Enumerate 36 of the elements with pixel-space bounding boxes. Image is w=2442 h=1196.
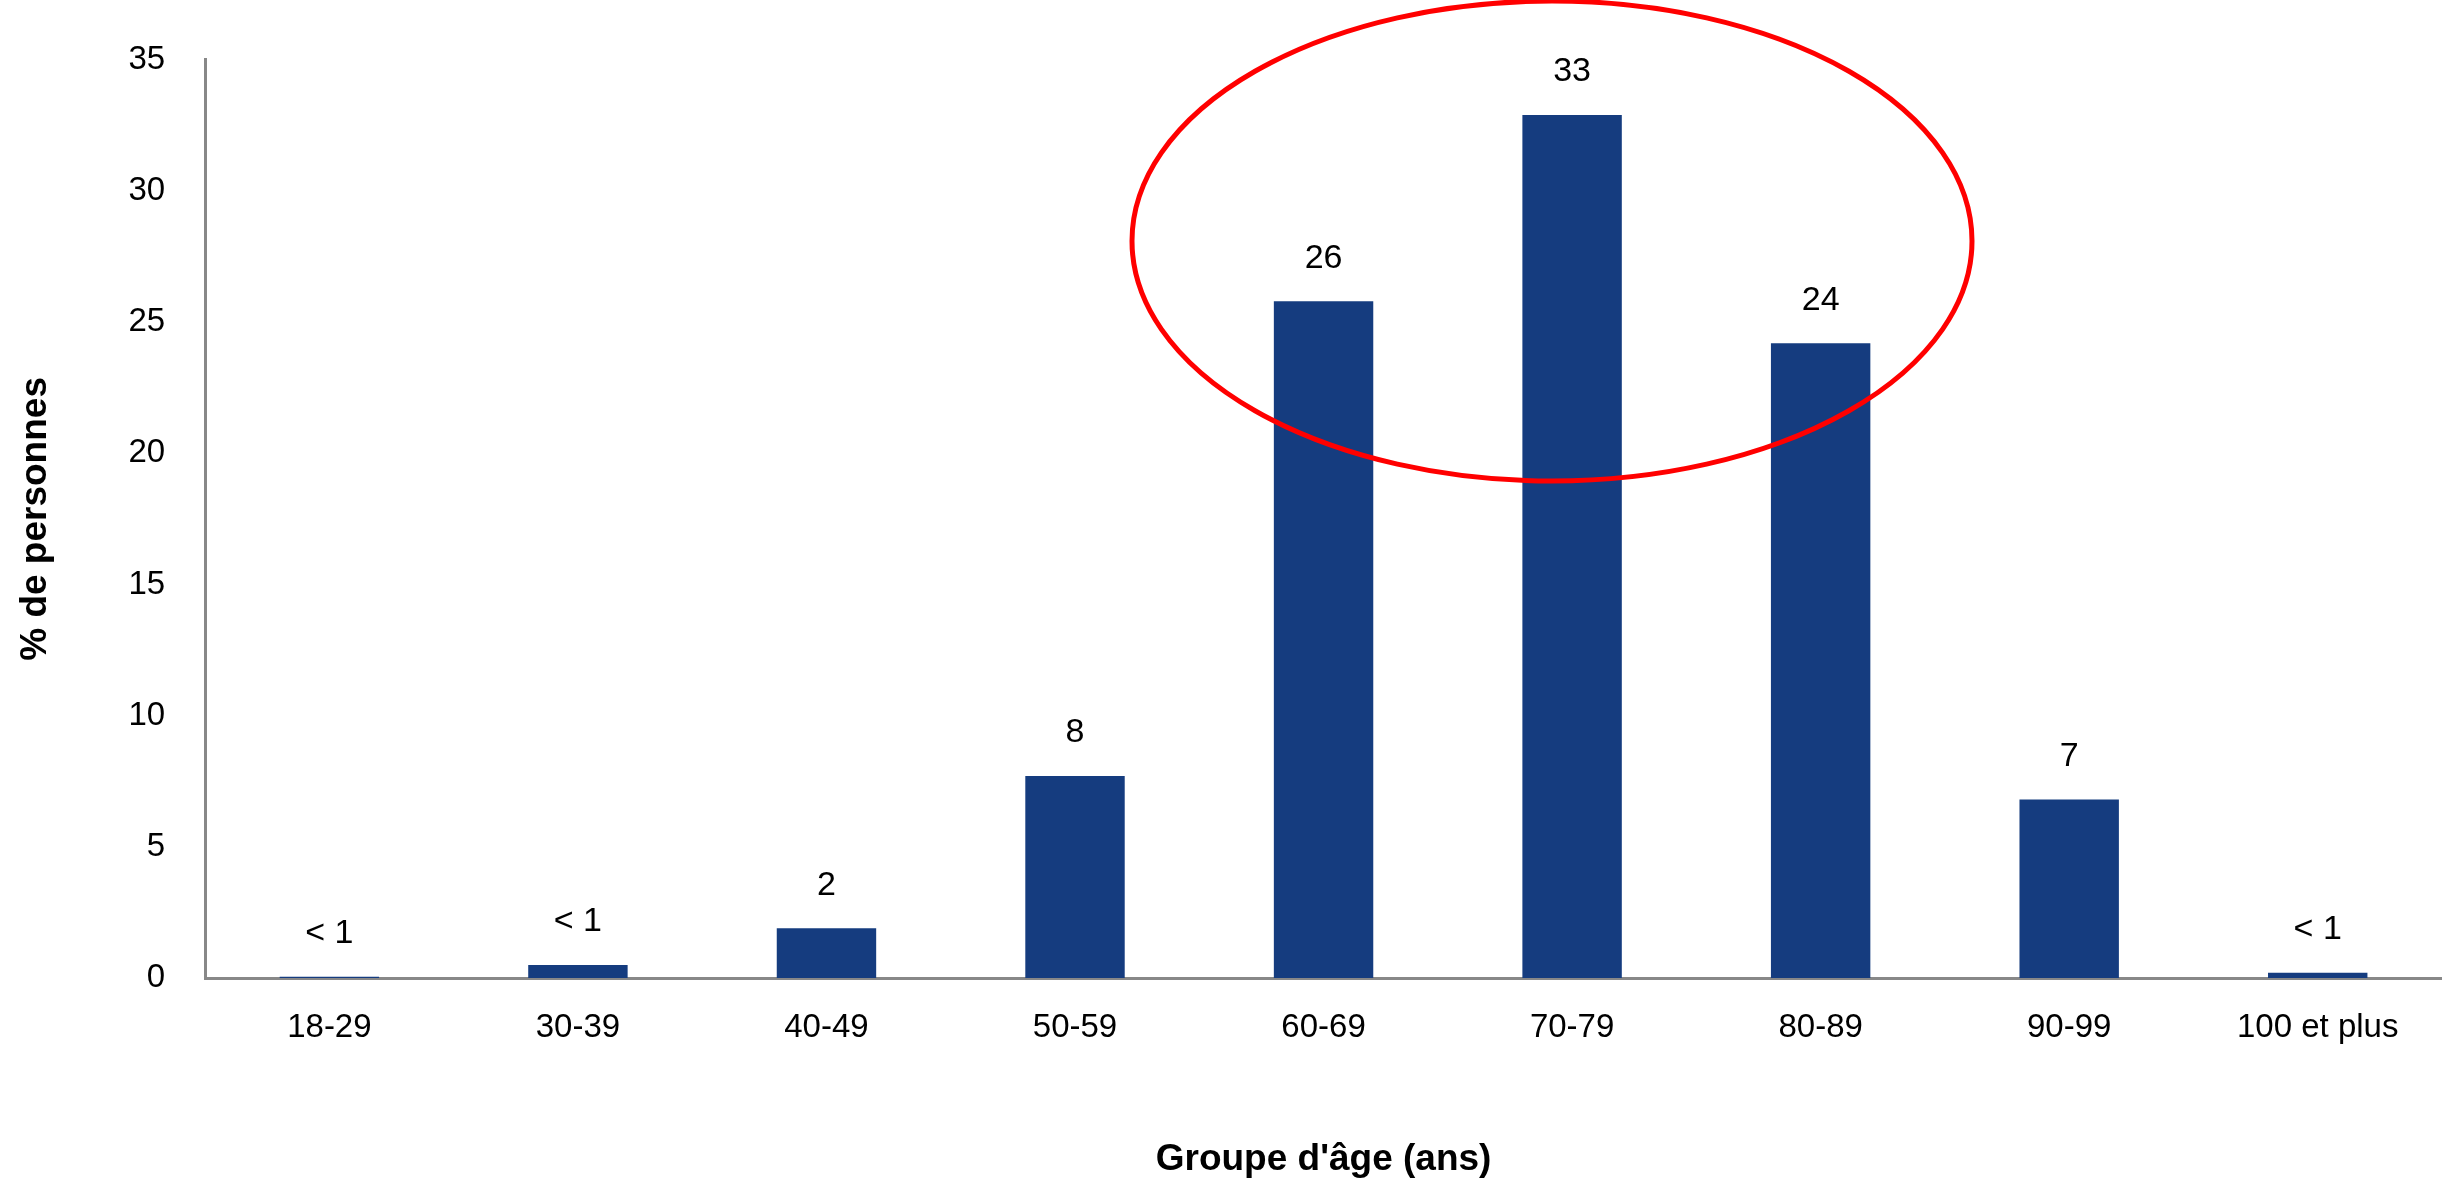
- x-tick-label: 80-89: [1778, 1006, 1863, 1044]
- bar: [2268, 972, 2368, 978]
- x-axis-title: Groupe d'âge (ans): [1155, 1137, 1492, 1178]
- bar: [1273, 301, 1374, 978]
- data-label: 2: [817, 863, 836, 902]
- data-label: 24: [1801, 278, 1840, 317]
- y-axis-title: % de personnes: [13, 377, 55, 661]
- bar: [1025, 776, 1125, 978]
- data-label: < 1: [305, 912, 354, 951]
- y-tick-label: 35: [128, 38, 166, 76]
- x-tick-label: 70-79: [1529, 1006, 1615, 1044]
- bar: [776, 928, 877, 978]
- bar: [2019, 799, 2119, 978]
- x-tick-label: 30-39: [535, 1006, 621, 1044]
- y-tick-label: 0: [146, 957, 166, 995]
- x-tick-label: 90-99: [2026, 1006, 2112, 1044]
- data-label: 33: [1553, 50, 1592, 89]
- data-label: 7: [2059, 734, 2079, 773]
- data-label: < 1: [553, 900, 603, 939]
- y-tick-label: 15: [128, 563, 166, 601]
- data-label: 8: [1065, 711, 1085, 750]
- y-tick-label: 10: [128, 694, 166, 732]
- x-tick-label: 18-29: [287, 1006, 372, 1044]
- bar: [1522, 114, 1622, 978]
- x-tick-label: 40-49: [784, 1006, 869, 1044]
- y-tick-label: 20: [128, 432, 166, 470]
- y-tick-label: 5: [146, 825, 166, 863]
- bar: [528, 964, 628, 978]
- y-tick-label: 25: [128, 301, 166, 339]
- x-tick-label: 50-59: [1032, 1006, 1118, 1044]
- y-tick-label: 30: [128, 170, 166, 208]
- data-label: < 1: [2293, 908, 2342, 947]
- bar: [1770, 343, 1871, 978]
- x-tick-label: 100 et plus: [2236, 1006, 2399, 1044]
- x-tick-label: 60-69: [1281, 1006, 1366, 1044]
- data-label: 26: [1304, 236, 1343, 275]
